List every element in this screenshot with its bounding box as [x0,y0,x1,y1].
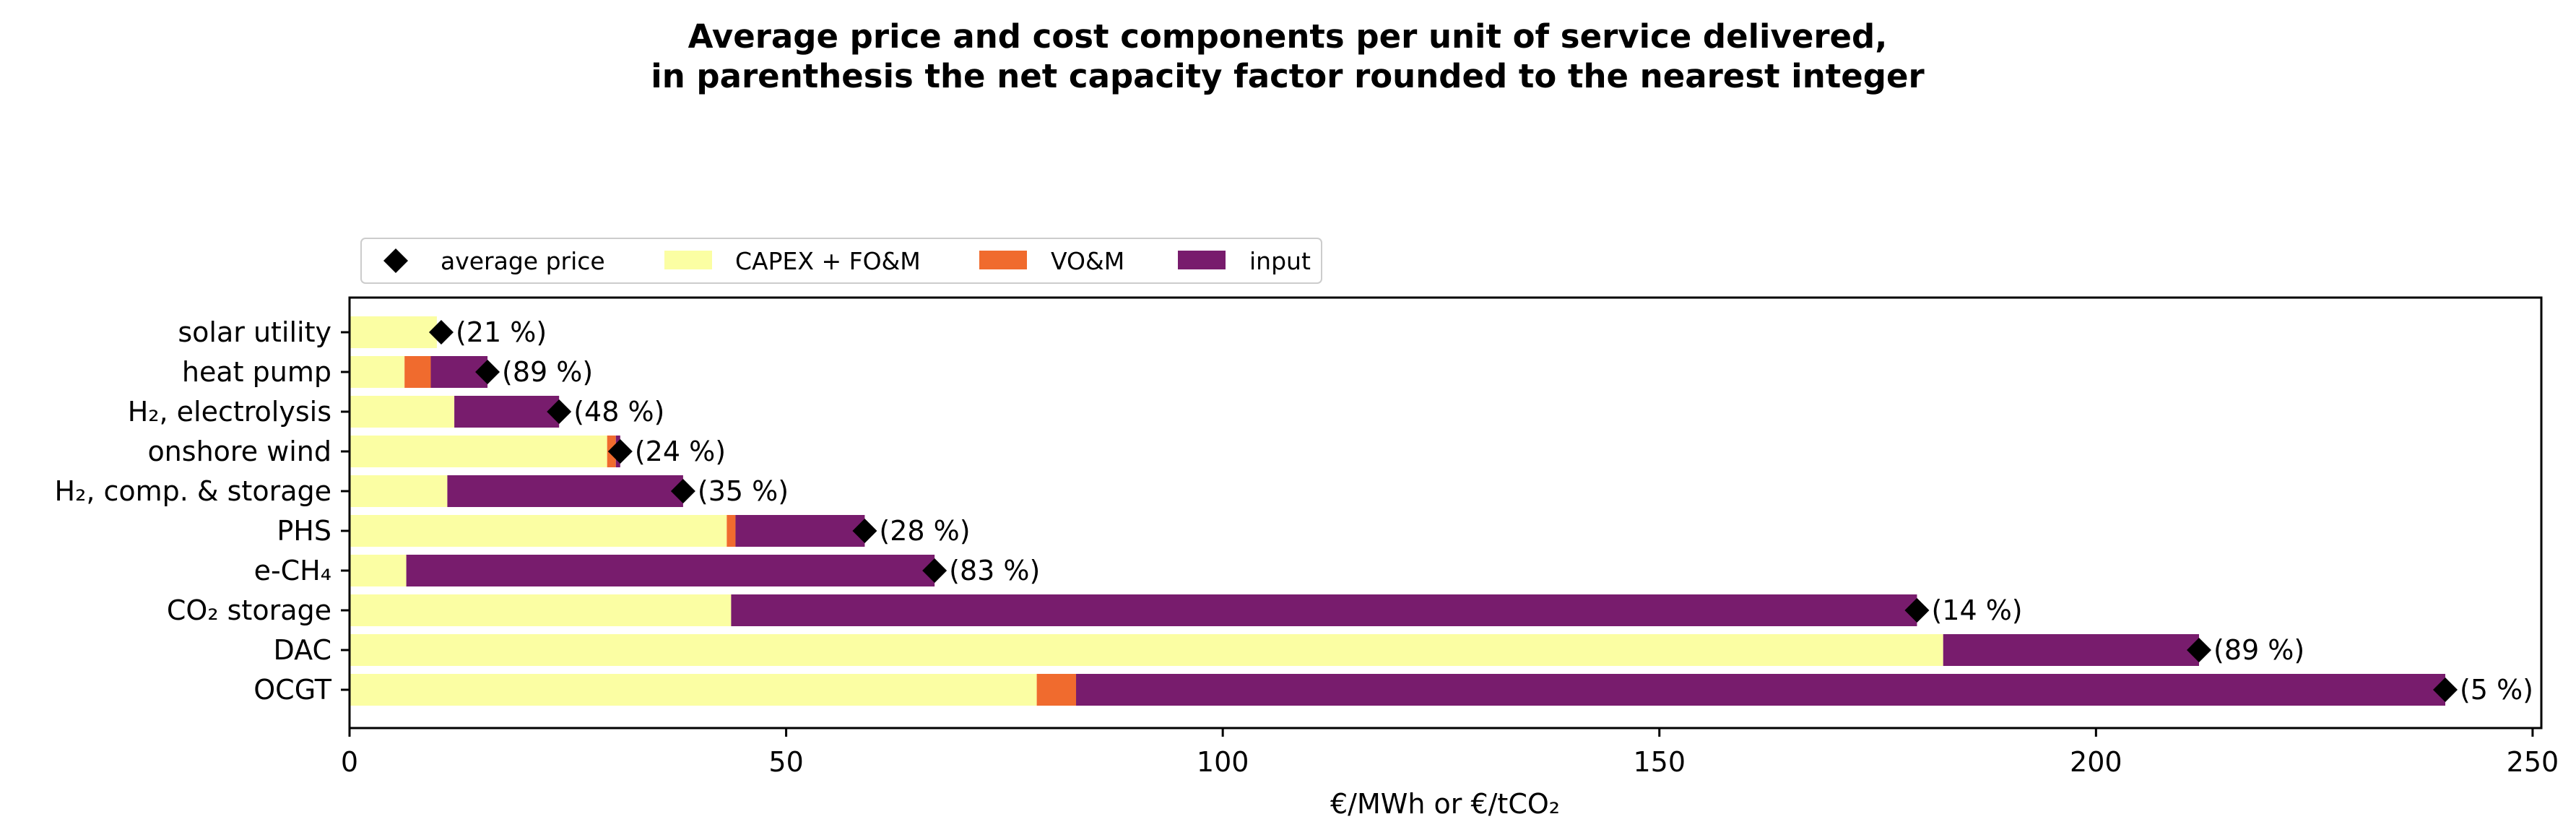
bar-input-8 [1943,634,2200,666]
category-label-3: onshore wind [147,436,331,467]
category-label-2: H₂, electrolysis [128,396,331,428]
capacity-factor-label-9: (5 %) [2460,674,2533,706]
capacity-factor-label-0: (21 %) [456,316,547,348]
bars-layer [350,316,2445,706]
average-price-marker-9 [2432,677,2458,702]
bar-capex-fo-m-0 [350,316,437,348]
average-price-marker-0 [428,320,454,345]
x-tick-label-3: 150 [1633,746,1686,778]
legend-average-price-marker [383,248,408,273]
average-price-marker-2 [547,399,572,424]
y-axis-categories: solar utility heat pump H₂, electrolysis on… [55,316,350,706]
category-label-8: DAC [274,634,331,666]
bar-capex-fo-m-7 [350,594,732,626]
bar-vo-m-5 [727,515,736,547]
bar-capex-fo-m-4 [350,475,448,507]
average-price-marker-6 [922,558,947,583]
capacity-factor-label-2: (48 %) [573,396,664,428]
category-label-5: PHS [277,515,331,547]
average-price-marker-7 [1904,598,1930,623]
category-label-7: CO₂ storage [167,594,331,626]
legend-swatch-1 [979,251,1027,269]
x-axis-ticks: 0 50 100 150 200 250 [341,728,2559,778]
chart-title-line-2: in parenthesis the net capacity factor r… [651,57,1925,95]
bar-input-6 [406,555,935,586]
legend: average price CAPEX + FO&M VO&M input [360,238,1322,284]
capacity-factor-label-8: (89 %) [2213,634,2304,666]
bar-vo-m-9 [1036,674,1077,706]
bar-capex-fo-m-8 [350,634,1943,666]
bar-input-5 [735,515,865,547]
legend-label-1: VO&M [1051,247,1124,275]
category-label-0: solar utility [178,316,331,348]
legend-label-2: input [1249,247,1311,275]
legend-frame [360,238,1322,284]
x-tick-label-1: 50 [768,746,803,778]
bar-capex-fo-m-3 [350,436,607,467]
legend-swatch-0 [664,251,712,269]
average-price-marker-5 [852,519,877,543]
capacity-factor-annotations: (21 %) (89 %) (48 %) (24 %) (35 %) (28 %) (83 … [456,316,2533,706]
category-label-6: e-CH₄ [254,555,331,586]
bar-input-9 [1076,674,2445,706]
capacity-factor-label-6: (83 %) [949,555,1040,586]
average-price-marker-8 [2187,638,2212,662]
x-tick-label-5: 250 [2507,746,2559,778]
x-axis-label: €/MWh or €/tCO₂ [1330,788,1560,820]
bar-input-4 [447,475,683,507]
category-label-9: OCGT [253,674,332,706]
x-tick-label-2: 100 [1197,746,1249,778]
bar-capex-fo-m-2 [350,396,455,428]
capacity-factor-label-5: (28 %) [879,515,970,547]
capacity-factor-label-3: (24 %) [635,436,726,467]
bar-capex-fo-m-1 [350,356,405,388]
bar-input-7 [731,594,1917,626]
bar-capex-fo-m-5 [350,515,727,547]
category-label-1: heat pump [182,356,331,388]
average-price-marker-1 [475,360,500,384]
legend-label-average-price: average price [441,247,605,275]
bar-vo-m-1 [404,356,431,388]
chart-title-line-1: Average price and cost components per un… [688,17,1888,56]
legend-label-0: CAPEX + FO&M [735,247,921,275]
category-label-4: H₂, comp. & storage [55,475,331,507]
average-price-marker-4 [670,479,695,503]
bar-capex-fo-m-9 [350,674,1037,706]
average-price-markers [428,320,2458,702]
capacity-factor-label-1: (89 %) [502,356,593,388]
average-price-marker-3 [607,439,633,464]
legend-swatch-2 [1178,251,1226,269]
x-tick-label-4: 200 [2070,746,2122,778]
bar-capex-fo-m-6 [350,555,407,586]
plot-frame [348,296,2543,729]
x-tick-label-0: 0 [341,746,358,778]
bar-input-2 [454,396,560,428]
capacity-factor-label-4: (35 %) [698,475,789,507]
capacity-factor-label-7: (14 %) [1931,594,2022,626]
